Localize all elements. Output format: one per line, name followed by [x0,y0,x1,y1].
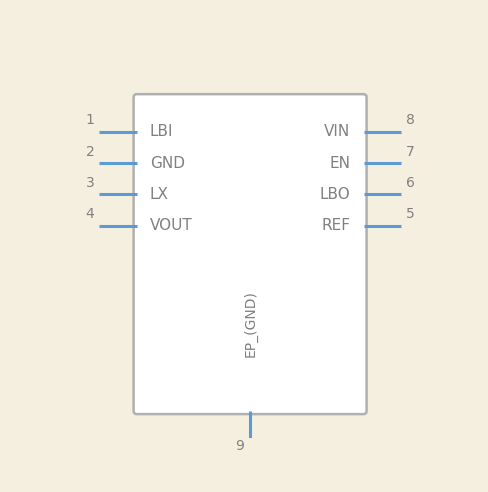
Text: LX: LX [150,187,169,202]
Text: LBI: LBI [150,124,173,139]
Text: 5: 5 [406,207,415,221]
Text: 9: 9 [236,439,244,454]
Text: 6: 6 [406,176,415,190]
Text: 2: 2 [85,145,94,158]
Text: VIN: VIN [324,124,350,139]
Text: VOUT: VOUT [150,218,193,233]
Text: 7: 7 [406,145,415,158]
Text: 1: 1 [85,113,94,127]
Text: 8: 8 [406,113,415,127]
Text: 4: 4 [85,207,94,221]
Text: REF: REF [321,218,350,233]
Text: LBO: LBO [320,187,350,202]
Text: 3: 3 [85,176,94,190]
Text: GND: GND [150,155,185,171]
Text: EN: EN [329,155,350,171]
FancyBboxPatch shape [134,94,366,414]
Text: EP_(GND): EP_(GND) [243,290,257,357]
